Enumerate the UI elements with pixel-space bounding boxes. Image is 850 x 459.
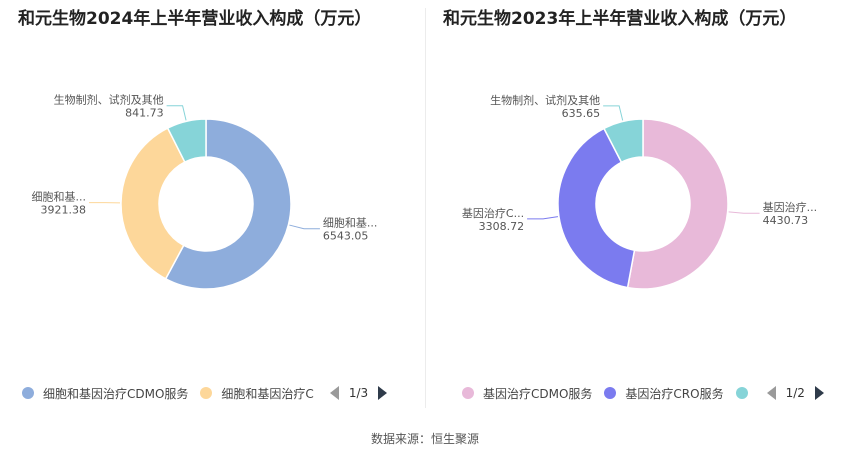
legend-prev-icon[interactable] [329,386,339,400]
leader-line [603,105,624,121]
legend-dot [735,387,748,399]
legend-label: 基因治疗CRO服务 [625,386,724,401]
slice-value-label: 3308.72 [479,220,525,233]
legend-pager: 1/2 [766,386,824,400]
legend-label: 基因治疗CDMO服务 [483,386,593,401]
legend-item-cdmo[interactable]: 细胞和基因治疗CDMO服务 [22,385,188,402]
slice-value-label: 3921.38 [41,204,87,217]
pie-slice[interactable] [164,118,292,290]
legend-label: 细胞和基因治疗CDMO服务 [43,386,189,401]
legend: 细胞和基因治疗CDMO服务 细胞和基因治疗C 1/3 [22,383,388,403]
legend-page-indicator: 1/2 [785,386,805,400]
legend-item-cro[interactable]: 基因治疗CRO服务 [604,385,724,402]
leader-line [289,224,320,230]
legend-prev-icon[interactable] [766,386,776,400]
legend-pager: 1/3 [329,386,388,400]
leader-line [728,211,760,214]
legend-dot [604,387,617,399]
leader-line [527,216,559,220]
legend-item-other[interactable] [735,387,757,399]
pie-slice[interactable] [557,127,636,289]
pie-slice[interactable] [166,118,207,164]
legend-dot [200,387,213,399]
legend-page-indicator: 1/3 [348,386,369,400]
slice-label: 生物制剂、试剂及其他 [490,93,600,107]
legend-next-icon[interactable] [814,386,824,400]
pie-slice[interactable] [120,127,186,280]
legend-item-cro[interactable]: 细胞和基因治疗C [200,385,314,402]
chart-panel-2024: 和元生物2024年上半年营业收入构成（万元） 细胞和基... 6543.05 细胞和… [0,0,425,410]
slice-value-label: 841.73 [125,107,164,120]
pie-slice[interactable] [602,118,644,164]
legend: 基因治疗CDMO服务 基因治疗CRO服务 1/2 [462,383,824,403]
chart-title: 和元生物2023年上半年营业收入构成（万元） [443,9,797,29]
legend-label: 细胞和基因治疗C [221,386,314,401]
pie-slice[interactable] [626,118,729,290]
slice-label: 生物制剂、试剂及其他 [54,93,164,107]
chart-title: 和元生物2024年上半年营业收入构成（万元） [18,9,372,29]
slice-label: 细胞和基... [32,191,87,204]
chart-panel-2023: 和元生物2023年上半年营业收入构成（万元） 基因治疗... 4430.73 基因治… [425,0,850,410]
data-source: 数据来源：恒生聚源 [370,432,479,446]
slice-value-label: 6543.05 [323,230,369,243]
slice-value-label: 4430.73 [763,214,809,227]
legend-dot [22,387,34,399]
leader-line [166,105,187,121]
slice-label: 基因治疗... [763,200,818,214]
slice-value-label: 635.65 [562,107,601,120]
legend-item-cdmo[interactable]: 基因治疗CDMO服务 [462,385,592,402]
slice-label: 细胞和基... [323,217,378,230]
donut-chart-2024: 细胞和基...6543.05细胞和基...3921.38生物制剂、试剂及其他84… [32,93,378,290]
panel-divider [425,8,426,408]
slice-label: 基因治疗C... [462,206,524,220]
legend-dot [462,387,474,399]
donut-chart-2023: 基因治疗...4430.73 基因治疗C...3308.72 生物制剂、试剂及其他6… [462,93,818,290]
legend-next-icon[interactable] [378,386,388,400]
